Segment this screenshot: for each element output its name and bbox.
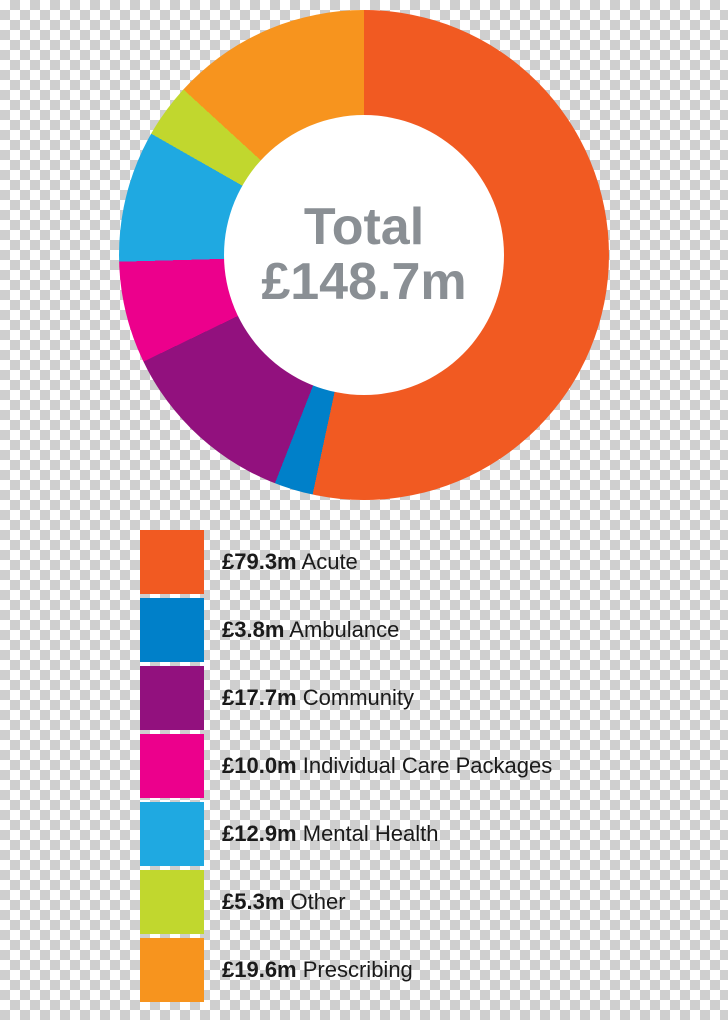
legend-row: £17.7m Community [140,666,700,730]
legend-text: £17.7m Community [222,685,414,711]
legend-text: £12.9m Mental Health [222,821,439,847]
legend-row: £79.3m Acute [140,530,700,594]
legend-row: £19.6m Prescribing [140,938,700,1002]
legend-label: Acute [302,549,358,574]
legend-swatch [140,734,204,798]
legend-row: £3.8m Ambulance [140,598,700,662]
legend-text: £19.6m Prescribing [222,957,413,983]
legend-text: £3.8m Ambulance [222,617,399,643]
legend-label: Prescribing [303,957,413,982]
legend-text: £10.0m Individual Care Packages [222,753,552,779]
legend-swatch [140,870,204,934]
infographic-stage: Total £148.7m £79.3m Acute £3.8m Ambulanc… [0,0,728,1020]
legend-value: £19.6m [222,957,297,982]
legend-value: £17.7m [222,685,297,710]
legend-row: £10.0m Individual Care Packages [140,734,700,798]
center-title: Total [304,200,424,255]
legend-label: Other [291,889,346,914]
legend-value: £79.3m [222,549,297,574]
legend-label: Ambulance [289,617,399,642]
legend-row: £5.3m Other [140,870,700,934]
legend-label: Mental Health [303,821,439,846]
legend-swatch [140,802,204,866]
legend-row: £12.9m Mental Health [140,802,700,866]
legend: £79.3m Acute £3.8m Ambulance £17.7m Commun… [140,530,700,1006]
legend-swatch [140,598,204,662]
legend-text: £79.3m Acute [222,549,358,575]
legend-swatch [140,666,204,730]
legend-value: £12.9m [222,821,297,846]
legend-value: £3.8m [222,617,284,642]
center-value: £148.7m [261,255,466,310]
legend-swatch [140,530,204,594]
legend-value: £5.3m [222,889,284,914]
legend-swatch [140,938,204,1002]
legend-label: Community [303,685,414,710]
legend-value: £10.0m [222,753,297,778]
legend-label: Individual Care Packages [303,753,552,778]
legend-text: £5.3m Other [222,889,346,915]
donut-center: Total £148.7m [224,115,504,395]
donut-chart: Total £148.7m [119,10,609,500]
